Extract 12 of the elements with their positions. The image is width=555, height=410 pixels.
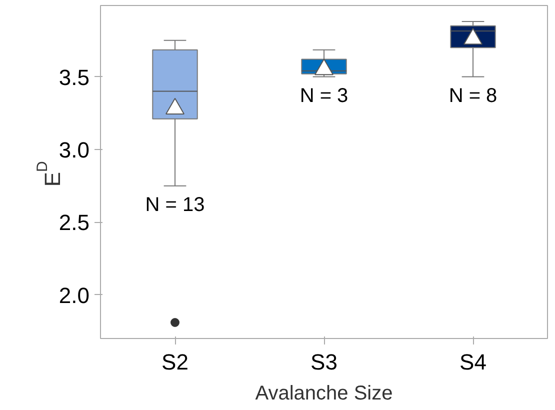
y-tick-label: 2.5 [58,210,90,236]
y-tick-label: 3.5 [58,64,90,90]
x-tick-label: S4 [460,350,486,374]
x-axis-title: Avalanche Size [255,382,393,404]
annotation: N = 13 [145,194,205,216]
x-tick-label: S3 [310,350,338,374]
y-tick-label: 2.0 [58,282,90,308]
annotation: N = 8 [448,84,498,107]
annotation: N = 3 [300,84,348,107]
y-axis-title: ED [34,161,65,187]
x-tick-label: S2 [162,350,188,374]
y-tick-label: 3.0 [58,137,90,162]
